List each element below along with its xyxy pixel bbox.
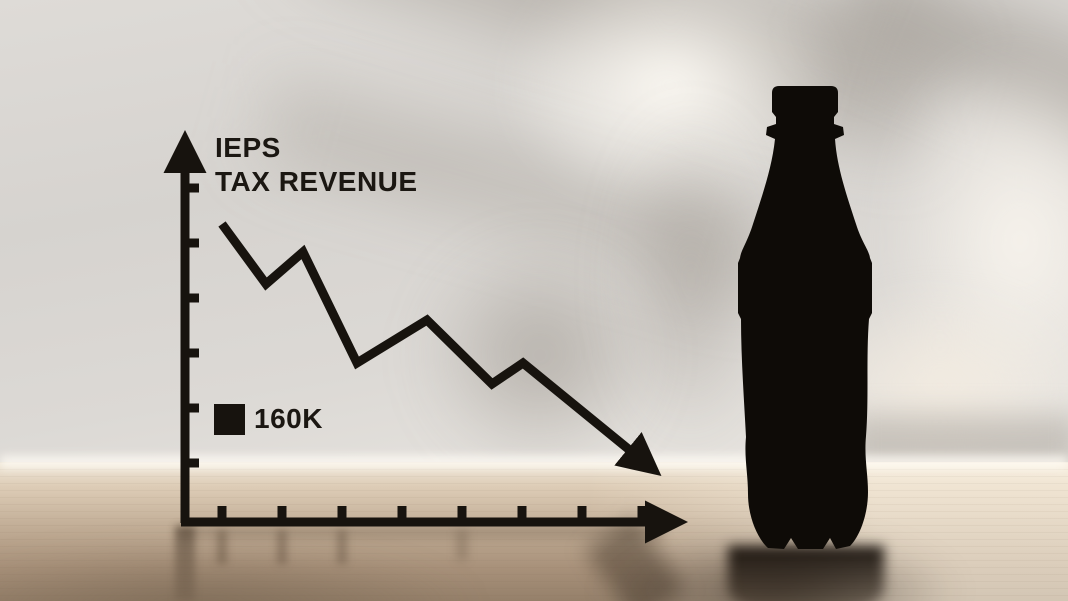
trend-line (218, 221, 662, 477)
